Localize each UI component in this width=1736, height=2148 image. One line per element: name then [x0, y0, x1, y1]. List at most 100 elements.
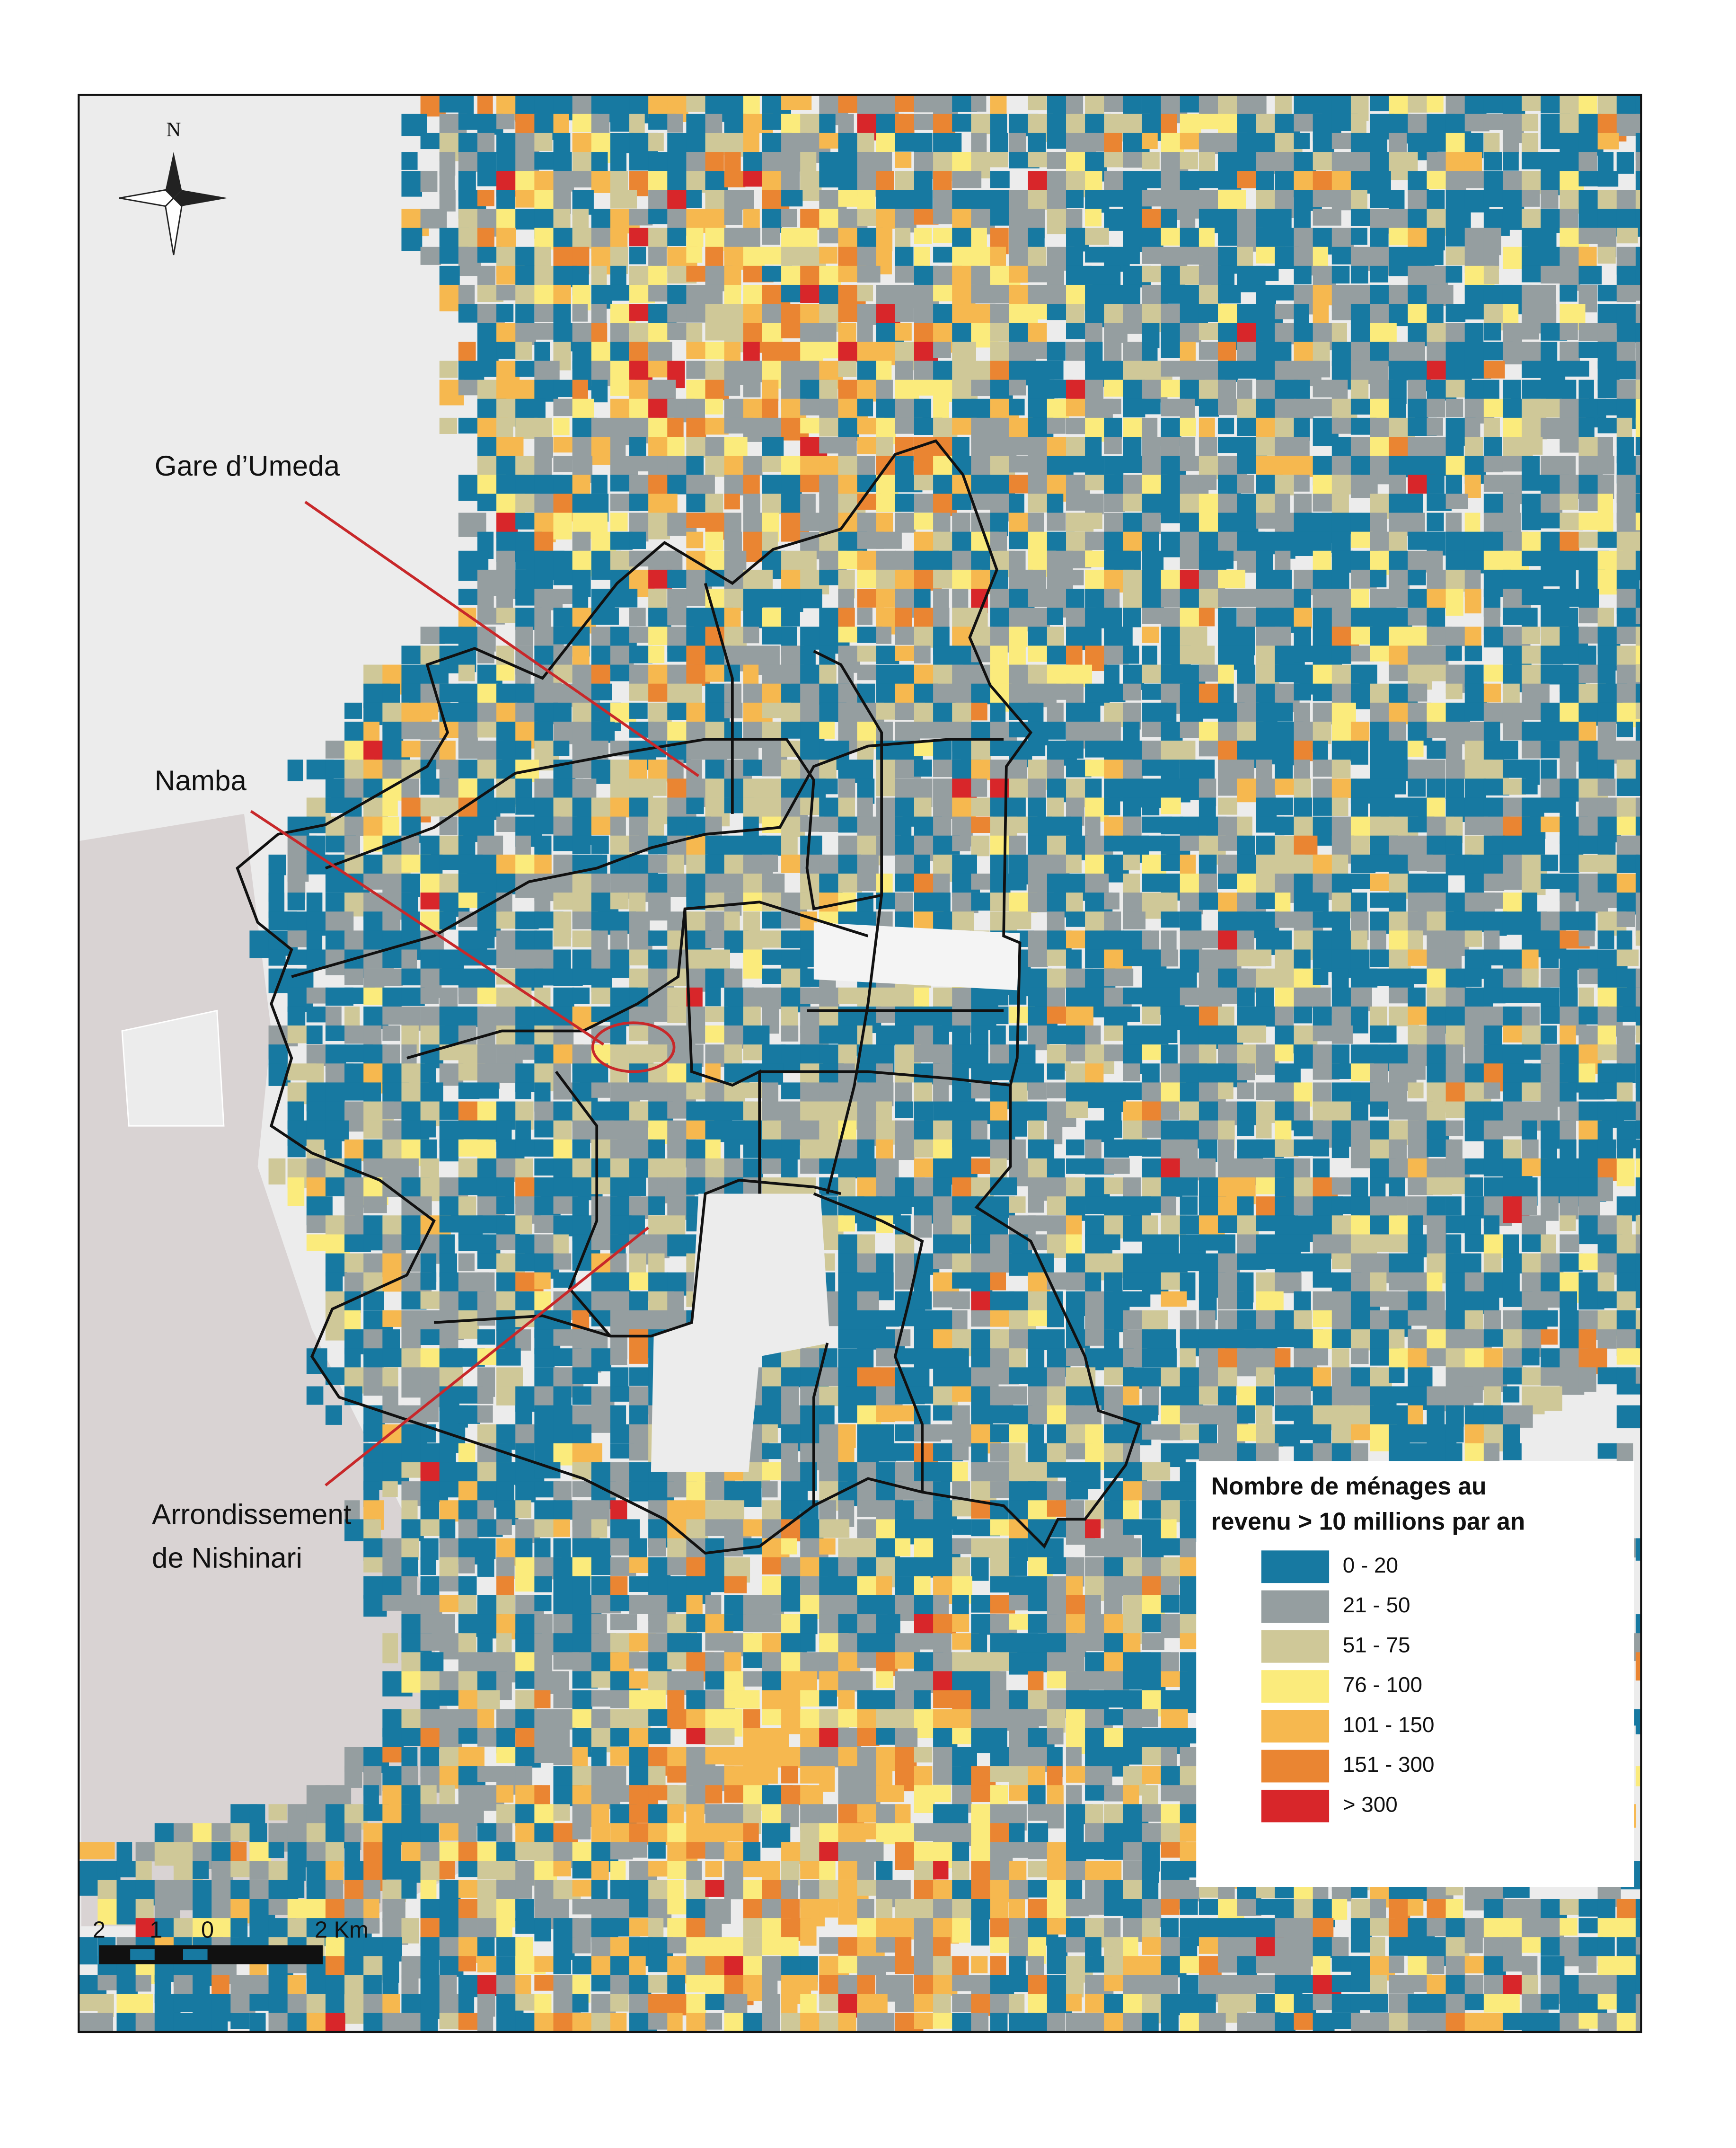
map-block	[1104, 417, 1122, 439]
map-block	[1104, 1025, 1124, 1041]
map-block	[1198, 797, 1216, 818]
map-block	[1541, 398, 1562, 418]
map-block	[857, 265, 881, 283]
map-block	[971, 475, 991, 496]
map-block	[1123, 608, 1141, 628]
map-block	[1085, 760, 1108, 777]
map-block	[971, 702, 987, 721]
map-block	[1198, 304, 1218, 322]
map-block	[724, 190, 754, 210]
map-block	[1370, 95, 1390, 112]
map-block	[1218, 152, 1240, 173]
map-block	[1198, 95, 1219, 115]
map-block	[1180, 1196, 1198, 1215]
map-block	[1578, 265, 1602, 285]
map-block	[534, 494, 556, 513]
map-block	[1597, 284, 1618, 301]
map-block	[420, 1538, 439, 1560]
map-block	[1142, 1462, 1171, 1481]
map-block	[1294, 683, 1311, 701]
map-block	[1370, 569, 1387, 588]
map-block	[819, 247, 838, 264]
map-block	[591, 987, 612, 1005]
map-block	[1616, 152, 1634, 174]
map-block	[1142, 797, 1160, 816]
map-block	[382, 1481, 398, 1497]
map-block	[610, 531, 633, 550]
map-block	[781, 930, 801, 948]
map-block	[1066, 1139, 1084, 1156]
map-block	[1085, 513, 1102, 529]
map-block	[1047, 494, 1064, 515]
map-block	[477, 1557, 494, 1577]
map-block	[1502, 190, 1525, 210]
map-block	[1389, 987, 1410, 1004]
map-block	[1009, 550, 1026, 572]
map-block	[553, 1519, 571, 1537]
map-block	[629, 1291, 648, 1312]
map-block	[439, 1139, 459, 1162]
map-block	[1464, 664, 1484, 687]
map-block	[819, 437, 840, 454]
map-block	[1464, 873, 1484, 896]
map-block	[1331, 911, 1350, 931]
map-block	[990, 1272, 1006, 1291]
map-block	[1464, 930, 1482, 947]
map-block	[553, 1025, 574, 1048]
map-block	[553, 1253, 572, 1270]
map-block	[971, 893, 990, 911]
map-block	[1028, 949, 1048, 967]
map-block	[705, 987, 721, 1007]
map-block	[1483, 456, 1503, 473]
map-block	[572, 1158, 592, 1180]
map-block	[1313, 1348, 1329, 1366]
map-block	[1104, 1272, 1123, 1294]
map-block	[1522, 664, 1544, 687]
map-block	[705, 323, 726, 341]
map-block	[1085, 494, 1104, 514]
map-block	[1522, 1348, 1540, 1366]
map-block	[401, 949, 417, 970]
map-block	[1047, 513, 1066, 531]
map-block	[1522, 190, 1540, 207]
map-block	[1180, 911, 1202, 932]
map-block	[477, 1082, 499, 1099]
map-block	[1522, 513, 1541, 530]
map-block	[990, 1481, 1011, 1498]
map-block	[1123, 247, 1140, 265]
map-block	[705, 342, 727, 360]
map-block	[1616, 1082, 1633, 1103]
map-block	[1635, 664, 1641, 682]
map-block	[1142, 1006, 1161, 1025]
map-block	[1256, 1367, 1274, 1386]
map-block	[1237, 550, 1256, 573]
map-block	[800, 1158, 821, 1174]
map-block	[496, 1519, 512, 1535]
map-block	[1408, 608, 1428, 626]
map-block	[515, 589, 538, 606]
map-block	[971, 1120, 987, 1143]
map-block	[420, 1519, 442, 1536]
map-block	[1104, 893, 1119, 910]
map-block	[1066, 854, 1082, 874]
map-block	[876, 627, 892, 644]
map-block	[1408, 683, 1428, 702]
map-block	[458, 475, 478, 501]
map-block	[382, 1063, 405, 1084]
map-block	[1370, 1139, 1390, 1160]
map-block	[1218, 417, 1234, 434]
map-block	[1009, 797, 1026, 820]
map-block	[1066, 494, 1086, 511]
map-block	[762, 437, 784, 457]
map-block	[990, 152, 1008, 168]
map-block	[1085, 741, 1105, 758]
map-block	[895, 323, 912, 341]
map-block	[914, 760, 932, 777]
map-block	[1066, 1481, 1088, 1500]
map-block	[1370, 1025, 1397, 1043]
map-block	[1085, 456, 1104, 476]
map-block	[496, 304, 514, 322]
map-block	[1066, 1006, 1093, 1028]
map-block	[762, 380, 779, 401]
map-block	[496, 1557, 515, 1579]
